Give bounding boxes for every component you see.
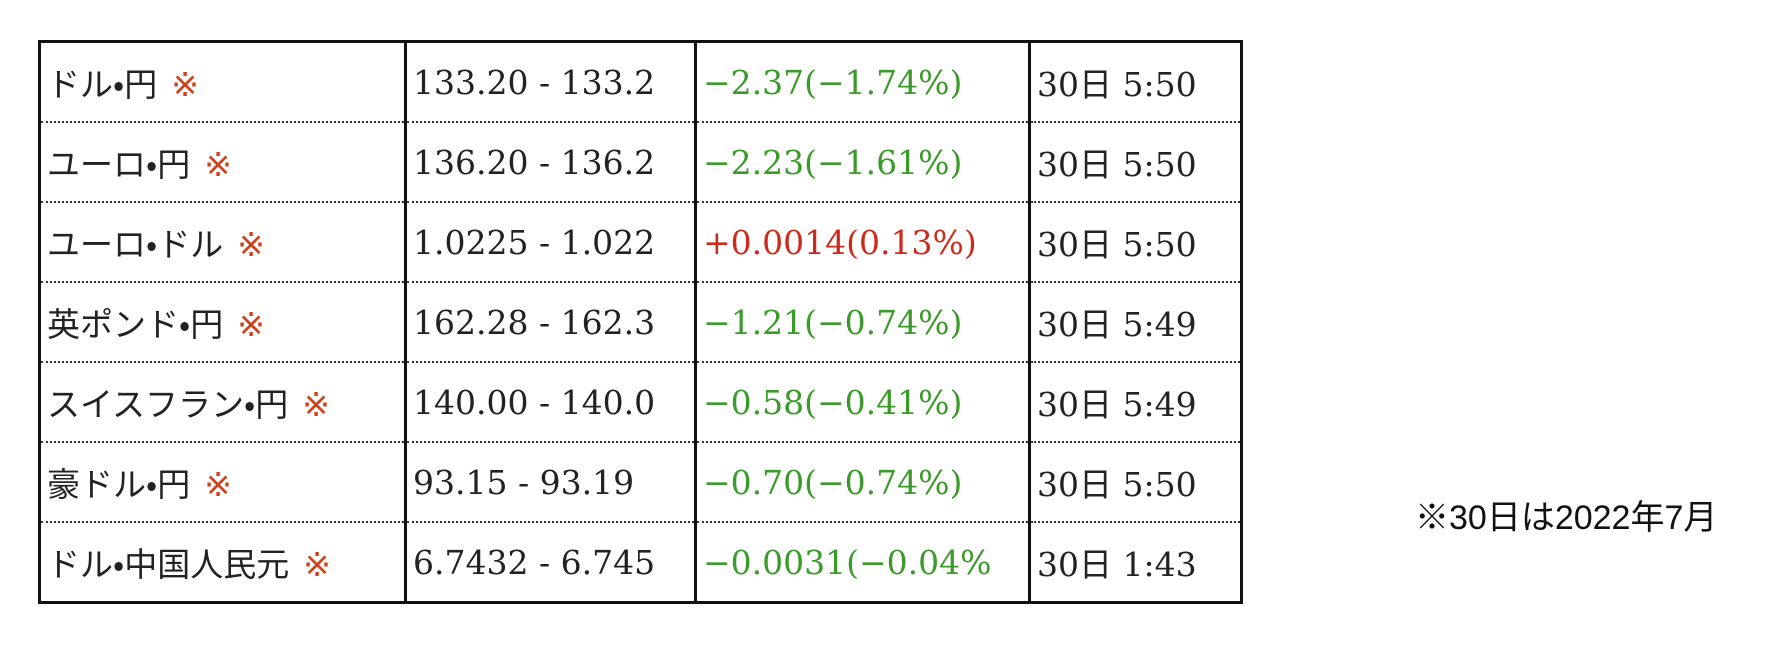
rate-cell: 136.20 - 136.2: [404, 122, 696, 203]
rows: ドル・円 ※ 133.20 - 133.2 −2.37(−1.74%) 30日 5:50…: [38, 41, 1242, 603]
currency-pair: ユーロ・ドル: [47, 225, 224, 264]
rate-cell: 140.00 - 140.0: [404, 362, 696, 443]
pair-cell: ドル・円 ※: [38, 41, 406, 123]
time-cell: 30日 5:49: [1028, 362, 1242, 443]
note-mark: ※: [171, 65, 199, 104]
currency-pair: 豪ドル・円: [47, 465, 191, 504]
note-mark: ※: [237, 225, 265, 264]
change-cell: −2.37(−1.74%): [694, 41, 1030, 123]
pair-cell: 英ポンド・円 ※: [38, 282, 406, 363]
rate-cell: 93.15 - 93.19: [404, 442, 696, 523]
rate-row: ユーロ・ドル ※ 1.0225 - 1.022 +0.0014(0.13%) 30日 5…: [38, 202, 1242, 283]
note-mark: ※: [204, 465, 232, 504]
currency-pair: ドル・円: [47, 65, 158, 104]
change-cell: −1.21(−0.74%): [694, 282, 1030, 363]
rate-row: 豪ドル・円 ※ 93.15 - 93.19 −0.70(−0.74%) 30日 5:50: [38, 442, 1242, 523]
rate-cell: 162.28 - 162.3: [404, 282, 696, 363]
time-cell: 30日 5:49: [1028, 282, 1242, 363]
currency-pair: 英ポンド・円: [47, 305, 224, 344]
pair-cell: 豪ドル・円 ※: [38, 442, 406, 523]
note-mark: ※: [204, 145, 232, 184]
note-mark: ※: [237, 305, 265, 344]
time-cell: 30日 5:50: [1028, 442, 1242, 523]
change-cell: −0.0031(−0.04%: [694, 522, 1030, 603]
change-cell: +0.0014(0.13%): [694, 202, 1030, 283]
change-cell: −0.70(−0.74%): [694, 442, 1030, 523]
change-cell: −2.23(−1.61%): [694, 122, 1030, 203]
time-cell: 30日 1:43: [1028, 522, 1242, 603]
rate-cell: 133.20 - 133.2: [404, 41, 696, 123]
currency-pair: スイスフラン・円: [47, 385, 289, 424]
note-mark: ※: [302, 385, 330, 424]
currency-pair: ドル・中国人民元: [47, 545, 290, 584]
time-cell: 30日 5:50: [1028, 202, 1242, 283]
rate-row: ドル・中国人民元 ※ 6.7432 - 6.745 −0.0031(−0.04% 30日…: [38, 522, 1242, 603]
rate-row: スイスフラン・円 ※ 140.00 - 140.0 −0.58(−0.41%) 30日 …: [38, 362, 1242, 443]
pair-cell: スイスフラン・円 ※: [38, 362, 406, 443]
change-cell: −0.58(−0.41%): [694, 362, 1030, 443]
rate-row: ドル・円 ※ 133.20 - 133.2 −2.37(−1.74%) 30日 5:50: [38, 41, 1242, 123]
currency-pair: ユーロ・円: [47, 145, 191, 184]
time-cell: 30日 5:50: [1028, 122, 1242, 203]
note-mark: ※: [303, 545, 331, 584]
rate-row: 英ポンド・円 ※ 162.28 - 162.3 −1.21(−0.74%) 30日 5:…: [38, 282, 1242, 363]
footnote: ※30日は2022年7月: [1415, 499, 1718, 537]
rate-table: ドル・円 ※ 133.20 - 133.2 −2.37(−1.74%) 30日 5:50…: [38, 40, 1243, 604]
time-cell: 30日 5:50: [1028, 41, 1242, 123]
pair-cell: ユーロ・円 ※: [38, 122, 406, 203]
rate-row: ユーロ・円 ※ 136.20 - 136.2 −2.23(−1.61%) 30日 5:5…: [38, 122, 1242, 203]
pair-cell: ユーロ・ドル ※: [38, 202, 406, 283]
pair-cell: ドル・中国人民元 ※: [38, 522, 406, 603]
rate-cell: 1.0225 - 1.022: [404, 202, 696, 283]
rate-cell: 6.7432 - 6.745: [404, 522, 696, 603]
